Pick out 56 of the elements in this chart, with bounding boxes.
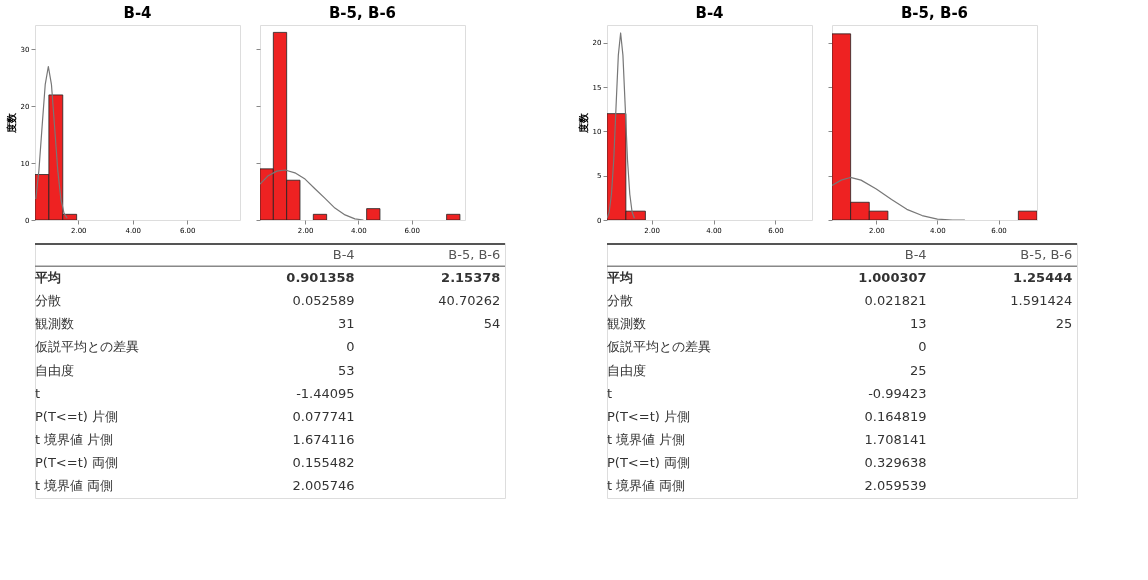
text: 0 — [346, 339, 355, 355]
category-label: P(T<=t) 両側 — [35, 455, 118, 471]
text: -0.99423 — [868, 385, 927, 401]
category-label: 仮説平均との差異 — [35, 339, 139, 355]
category-label: 仮説平均との差異 — [607, 339, 711, 355]
y-axis-title: 度数 — [5, 112, 17, 134]
category-label: P(T<=t) 片側 — [607, 408, 690, 424]
text: 54 — [483, 316, 501, 332]
category-label: 自由度 — [35, 362, 74, 378]
text: 0.077741 — [292, 408, 355, 424]
category-label: B-5, B-6 — [448, 246, 501, 262]
text: 0.164819 — [864, 408, 927, 424]
text: 0.021821 — [864, 292, 927, 308]
category-label: P(T<=t) 片側 — [35, 408, 118, 424]
text: 0.901358 — [286, 269, 355, 285]
text: 25 — [910, 362, 927, 378]
category-label: 観測数 — [35, 316, 74, 332]
y-axis-title: 度数 — [577, 112, 589, 134]
category-label: 分散 — [607, 292, 633, 308]
text: 1.25444 — [1013, 269, 1073, 285]
category-label: B-4 — [904, 246, 927, 262]
text: 0.052589 — [292, 292, 355, 308]
chart-title: B-4 — [123, 4, 152, 22]
category-label: B-5, B-6 — [1020, 246, 1073, 262]
text: 31 — [338, 316, 355, 332]
text: 2.059539 — [864, 478, 927, 494]
chart-title: B-5, B-6 — [900, 4, 969, 22]
text: -1.44095 — [296, 385, 355, 401]
category-label: t — [35, 385, 41, 401]
chart-title: B-4 — [695, 4, 724, 22]
category-label: t 境界値 両側 — [607, 478, 686, 494]
category-label: 平均 — [607, 269, 633, 285]
category-label: t 境界値 両側 — [35, 478, 114, 494]
text: 53 — [338, 362, 355, 378]
text: 0.155482 — [292, 455, 355, 471]
category-label: 平均 — [35, 269, 61, 285]
chart-title: B-5, B-6 — [328, 4, 397, 22]
text: 1.591424 — [1010, 292, 1073, 308]
text: 2.005746 — [292, 478, 355, 494]
text: 40.70262 — [438, 292, 501, 308]
text: 0.329638 — [864, 455, 927, 471]
category-label: t — [607, 385, 613, 401]
category-label: B-4 — [332, 246, 355, 262]
text: 0 — [918, 339, 927, 355]
text: 2.15378 — [441, 269, 501, 285]
text: 13 — [910, 316, 927, 332]
category-label: 分散 — [35, 292, 61, 308]
text: 1.000307 — [858, 269, 927, 285]
category-label: 自由度 — [607, 362, 646, 378]
category-label: 観測数 — [607, 316, 646, 332]
text: 1.674116 — [292, 432, 355, 448]
category-label: t 境界値 片側 — [607, 432, 686, 448]
text: 1.708141 — [864, 432, 927, 448]
category-label: t 境界値 片側 — [35, 432, 114, 448]
category-label: P(T<=t) 両側 — [607, 455, 690, 471]
text: 25 — [1055, 316, 1073, 332]
